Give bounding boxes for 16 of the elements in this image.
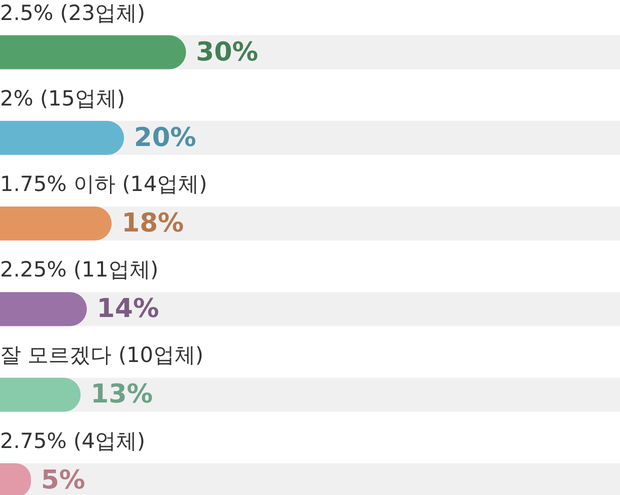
y-tick-label: 잘 모르겠다 (10업체) [0, 343, 204, 368]
data-label: 5% [41, 465, 86, 495]
data-label: 20% [134, 122, 196, 153]
y-tick-label: 2.75% (4업체) [0, 428, 146, 453]
data-label: 18% [122, 208, 184, 238]
y-tick-label: 2% (15업체) [0, 86, 126, 110]
bar [0, 378, 81, 412]
data-label: 14% [96, 294, 160, 324]
bar [0, 292, 87, 326]
bar [0, 206, 112, 240]
data-label: 30% [196, 37, 258, 68]
y-tick-label: 1.75% 이하 (14업체) [0, 172, 208, 196]
y-tick-label: 2.25% (11업체) [0, 258, 158, 282]
data-label: 13% [90, 380, 153, 410]
bar [0, 120, 124, 155]
y-tick-label: 2.5% (23업체) [0, 0, 146, 25]
